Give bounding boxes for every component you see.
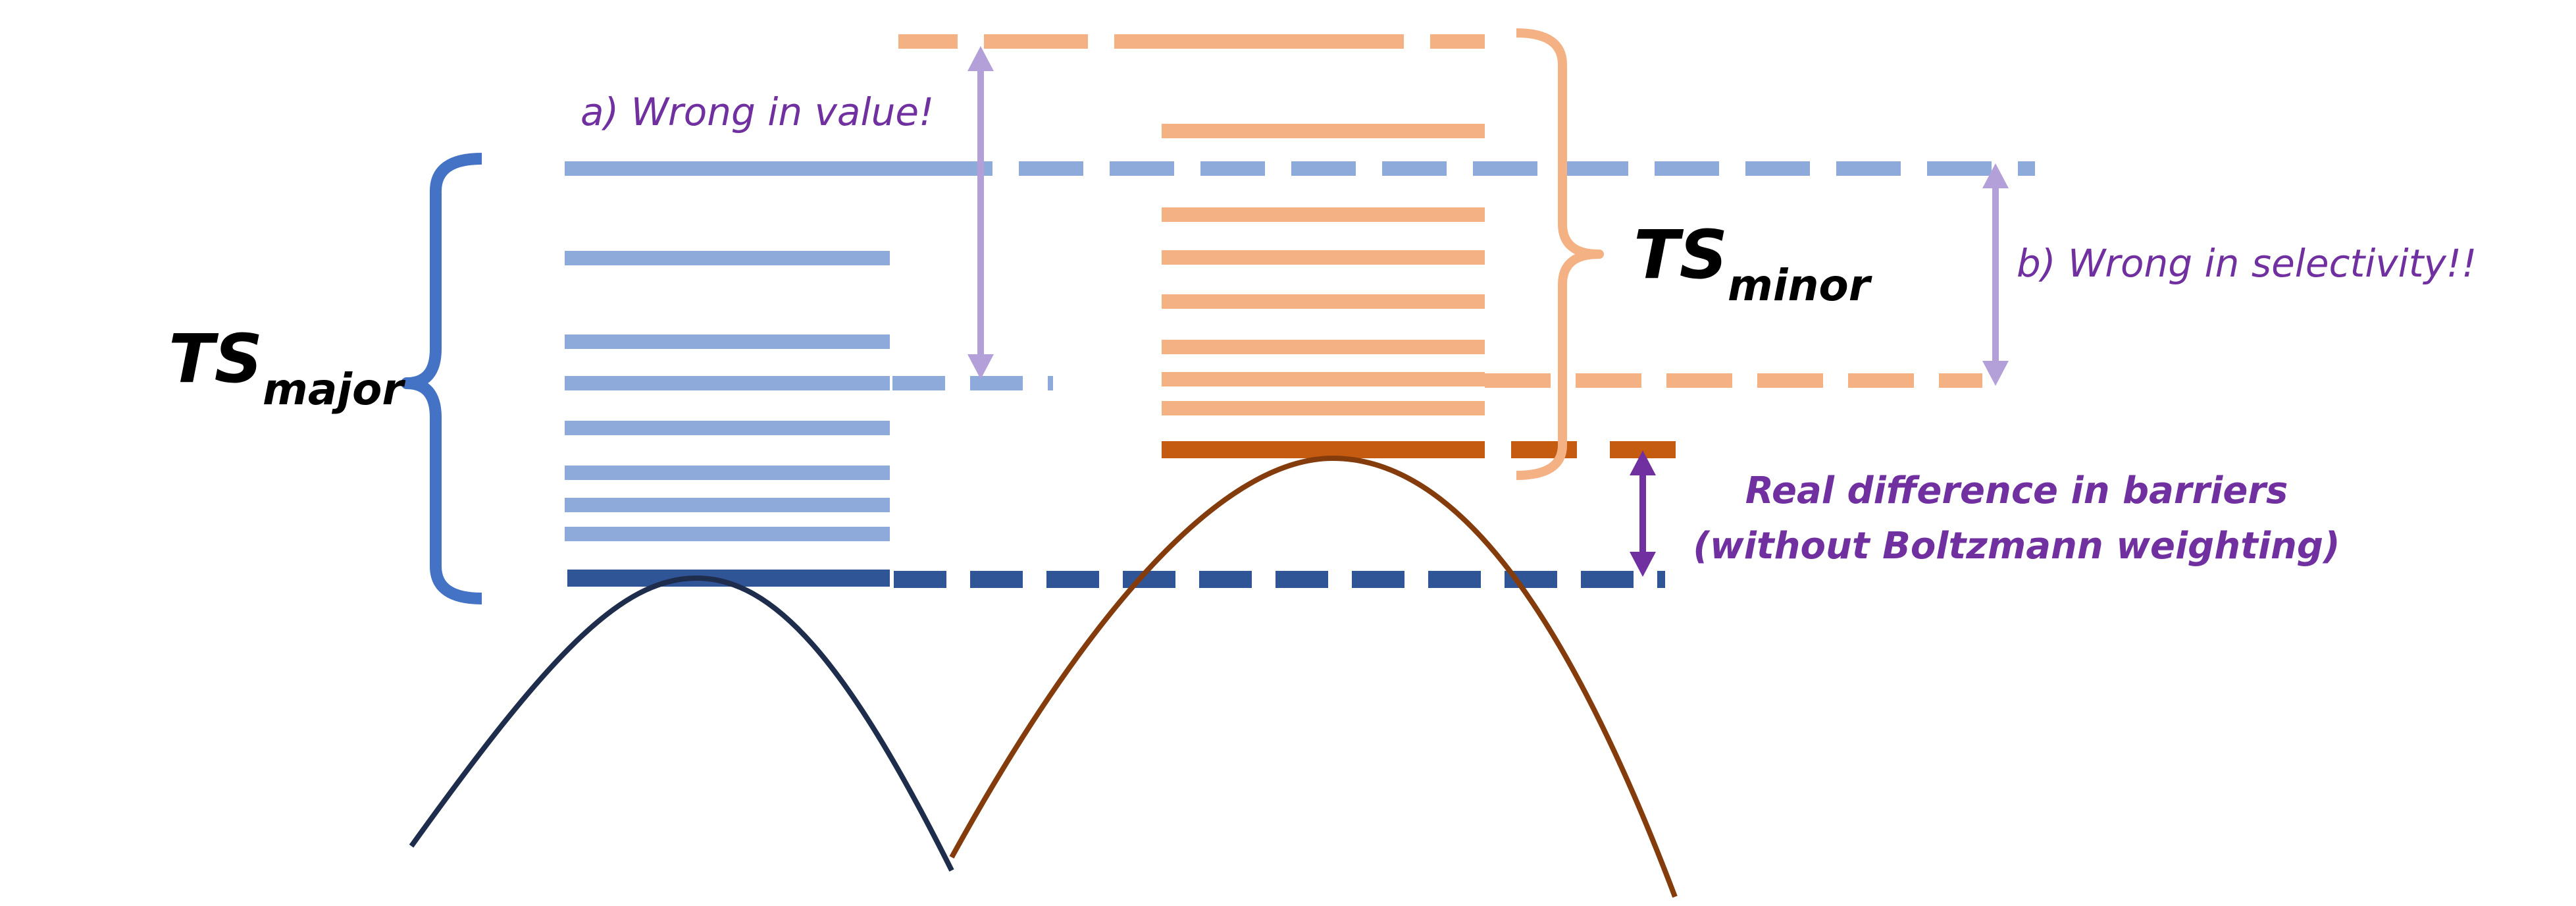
major-brace-icon [401,153,482,604]
ts-major-sub: major [263,364,405,415]
arrow-wrong-in-value [967,46,994,379]
minor-ts-curve [949,455,1678,898]
major-ts-curve [409,575,954,872]
minor-ts-levels [898,34,1982,458]
minor-brace-icon [1516,28,1604,480]
ts-minor-label: TSminor [1634,216,1872,311]
ts-minor-main: TS [1634,216,1728,294]
wrong-in-value-label: a) Wrong in value! [580,90,934,134]
major-ts-levels [565,161,2035,588]
ts-major-main: TS [168,320,263,398]
real-difference-label-line1: Real difference in barriers [1745,469,2288,512]
ts-major-label: TSmajor [168,320,405,415]
arrow-wrong-in-selectivity [1982,163,2009,386]
ts-minor-sub: minor [1728,260,1872,311]
wrong-in-selectivity-label: b) Wrong in selectivity!! [2017,241,2477,286]
real-difference-label-line2: (without Boltzmann weighting) [1693,525,2340,568]
arrow-real-difference [1630,450,1656,577]
